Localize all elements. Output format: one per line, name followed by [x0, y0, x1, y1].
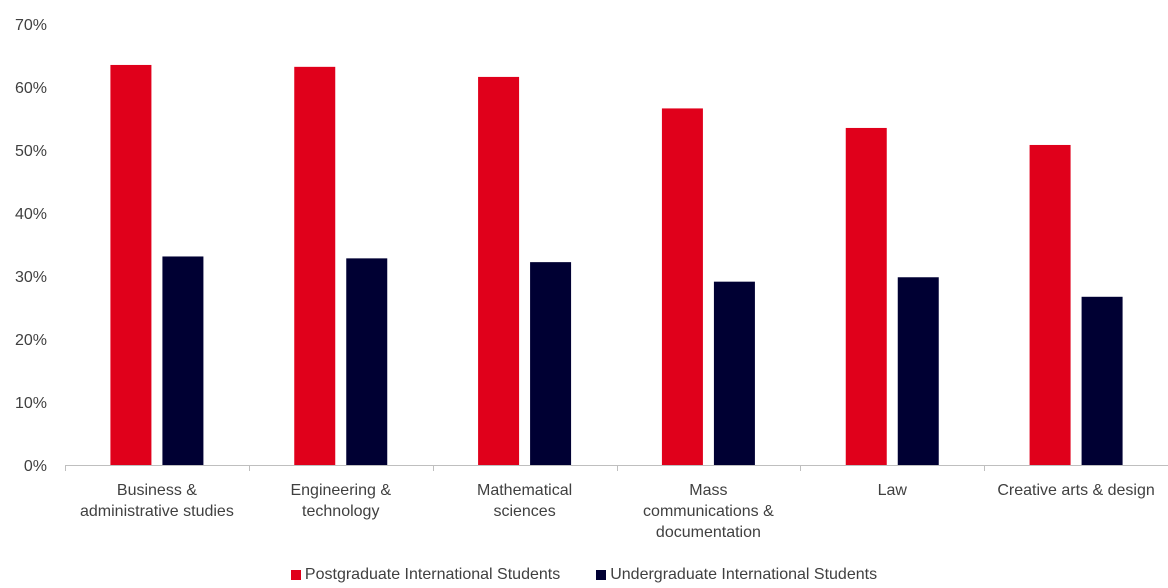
y-tick-label: 40%	[15, 206, 47, 223]
x-tick-label: Law	[878, 482, 908, 499]
x-tick-label: Creative arts & design	[997, 482, 1154, 499]
x-axis: Business & administrative studies Engineer…	[65, 465, 1168, 541]
y-tick-label: 30%	[15, 269, 47, 286]
bar-postgraduate	[110, 64, 152, 465]
bar-postgraduate	[661, 108, 703, 466]
x-tick-label: Mass communications & documentation	[643, 482, 774, 541]
y-tick-label: 10%	[15, 395, 47, 412]
legend-label-postgraduate: Postgraduate International Students	[304, 566, 561, 583]
bar-undergraduate	[713, 281, 755, 465]
bar-undergraduate	[530, 262, 572, 465]
bar-postgraduate	[1029, 144, 1071, 465]
bar-undergraduate	[897, 277, 939, 465]
bar-undergraduate	[346, 258, 388, 465]
legend-item-undergraduate: Undergraduate International Students	[596, 566, 877, 584]
legend-item-postgraduate: Postgraduate International Students	[290, 566, 561, 584]
legend-swatch-postgraduate	[290, 570, 301, 580]
bar-undergraduate	[162, 256, 204, 465]
y-tick-label: 50%	[15, 143, 47, 160]
bar-undergraduate	[1081, 296, 1123, 465]
y-tick-label: 20%	[15, 332, 47, 349]
bar-postgraduate	[478, 76, 520, 466]
y-axis: 0% 10% 20% 30% 40% 50% 60% 70%	[15, 17, 47, 475]
legend: Postgraduate International Students Unde…	[0, 566, 1168, 584]
y-tick-label: 70%	[15, 17, 47, 34]
y-tick-label: 0%	[24, 458, 47, 475]
x-tick-label: Engineering & technology	[290, 482, 391, 520]
bar-postgraduate	[845, 127, 887, 465]
legend-label-undergraduate: Undergraduate International Students	[610, 566, 878, 583]
x-tick-label: Mathematical sciences	[477, 482, 572, 520]
y-tick-label: 60%	[15, 80, 47, 97]
bar-postgraduate	[294, 66, 336, 465]
bars	[110, 64, 1123, 466]
x-tick-label: Business & administrative studies	[80, 482, 234, 520]
legend-swatch-undergraduate	[596, 570, 607, 580]
